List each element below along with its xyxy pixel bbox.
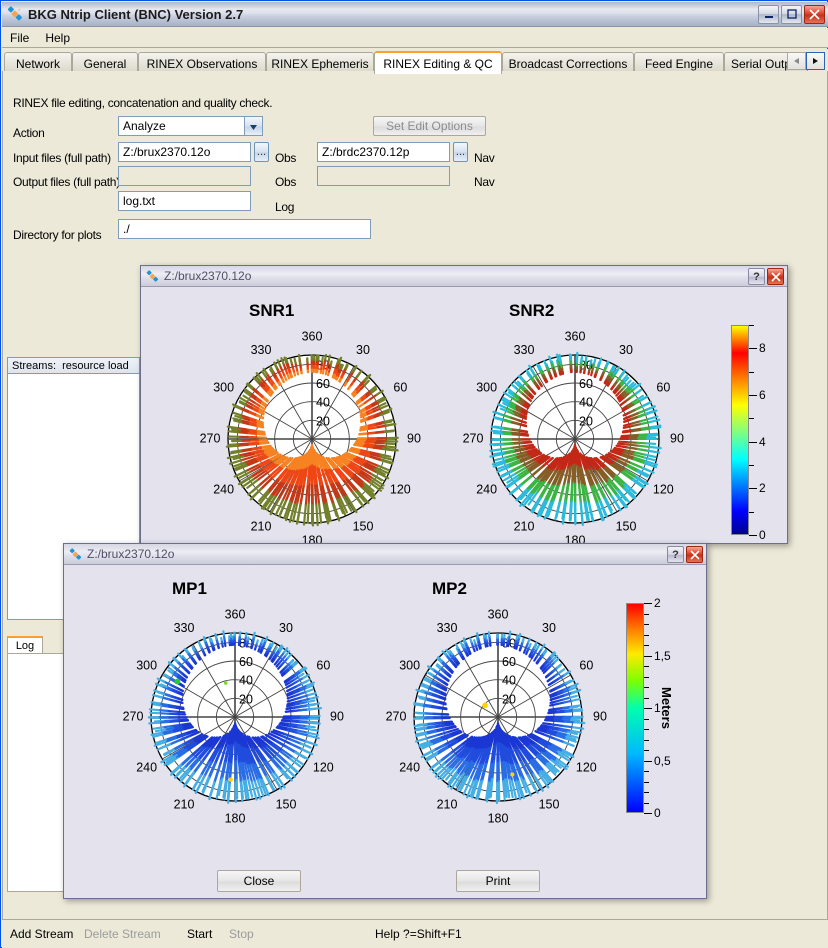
svg-text:150: 150 xyxy=(539,798,560,812)
svg-text:120: 120 xyxy=(313,760,334,774)
svg-text:240: 240 xyxy=(476,482,497,496)
svg-text:90: 90 xyxy=(330,709,344,723)
svg-text:120: 120 xyxy=(653,482,674,496)
svg-text:300: 300 xyxy=(136,658,157,672)
svg-text:270: 270 xyxy=(123,709,144,723)
svg-text:330: 330 xyxy=(251,343,272,357)
svg-text:90: 90 xyxy=(593,709,607,723)
svg-text:330: 330 xyxy=(437,621,458,635)
svg-text:210: 210 xyxy=(251,520,272,534)
svg-text:240: 240 xyxy=(213,482,234,496)
svg-text:330: 330 xyxy=(174,621,195,635)
svg-text:180: 180 xyxy=(225,811,246,825)
svg-text:90: 90 xyxy=(670,431,684,445)
svg-text:40: 40 xyxy=(316,396,330,410)
svg-text:20: 20 xyxy=(579,414,593,428)
svg-text:40: 40 xyxy=(579,396,593,410)
svg-text:60: 60 xyxy=(579,658,593,672)
svg-text:270: 270 xyxy=(463,431,484,445)
svg-text:60: 60 xyxy=(579,377,593,391)
svg-text:150: 150 xyxy=(616,520,637,534)
svg-text:360: 360 xyxy=(565,329,586,343)
svg-text:120: 120 xyxy=(390,482,411,496)
svg-text:60: 60 xyxy=(316,658,330,672)
svg-text:60: 60 xyxy=(656,380,670,394)
svg-text:240: 240 xyxy=(399,760,420,774)
svg-text:150: 150 xyxy=(353,520,374,534)
svg-text:210: 210 xyxy=(437,798,458,812)
svg-text:300: 300 xyxy=(476,380,497,394)
svg-text:210: 210 xyxy=(514,520,535,534)
svg-text:150: 150 xyxy=(276,798,297,812)
svg-text:20: 20 xyxy=(502,692,516,706)
svg-text:60: 60 xyxy=(316,377,330,391)
svg-text:60: 60 xyxy=(393,380,407,394)
svg-text:270: 270 xyxy=(200,431,221,445)
svg-text:30: 30 xyxy=(279,621,293,635)
svg-text:40: 40 xyxy=(502,674,516,688)
svg-text:330: 330 xyxy=(514,343,535,357)
svg-text:360: 360 xyxy=(225,607,246,621)
svg-text:240: 240 xyxy=(136,760,157,774)
svg-text:90: 90 xyxy=(407,431,421,445)
svg-text:120: 120 xyxy=(576,760,597,774)
svg-text:270: 270 xyxy=(386,709,407,723)
svg-text:300: 300 xyxy=(213,380,234,394)
svg-text:30: 30 xyxy=(356,343,370,357)
svg-text:20: 20 xyxy=(316,414,330,428)
svg-text:60: 60 xyxy=(239,655,253,669)
svg-text:30: 30 xyxy=(619,343,633,357)
svg-text:40: 40 xyxy=(239,674,253,688)
svg-text:60: 60 xyxy=(502,655,516,669)
svg-text:300: 300 xyxy=(399,658,420,672)
svg-text:180: 180 xyxy=(488,811,509,825)
svg-text:360: 360 xyxy=(488,607,509,621)
svg-text:30: 30 xyxy=(542,621,556,635)
svg-text:360: 360 xyxy=(302,329,323,343)
svg-text:20: 20 xyxy=(239,692,253,706)
svg-text:210: 210 xyxy=(174,798,195,812)
